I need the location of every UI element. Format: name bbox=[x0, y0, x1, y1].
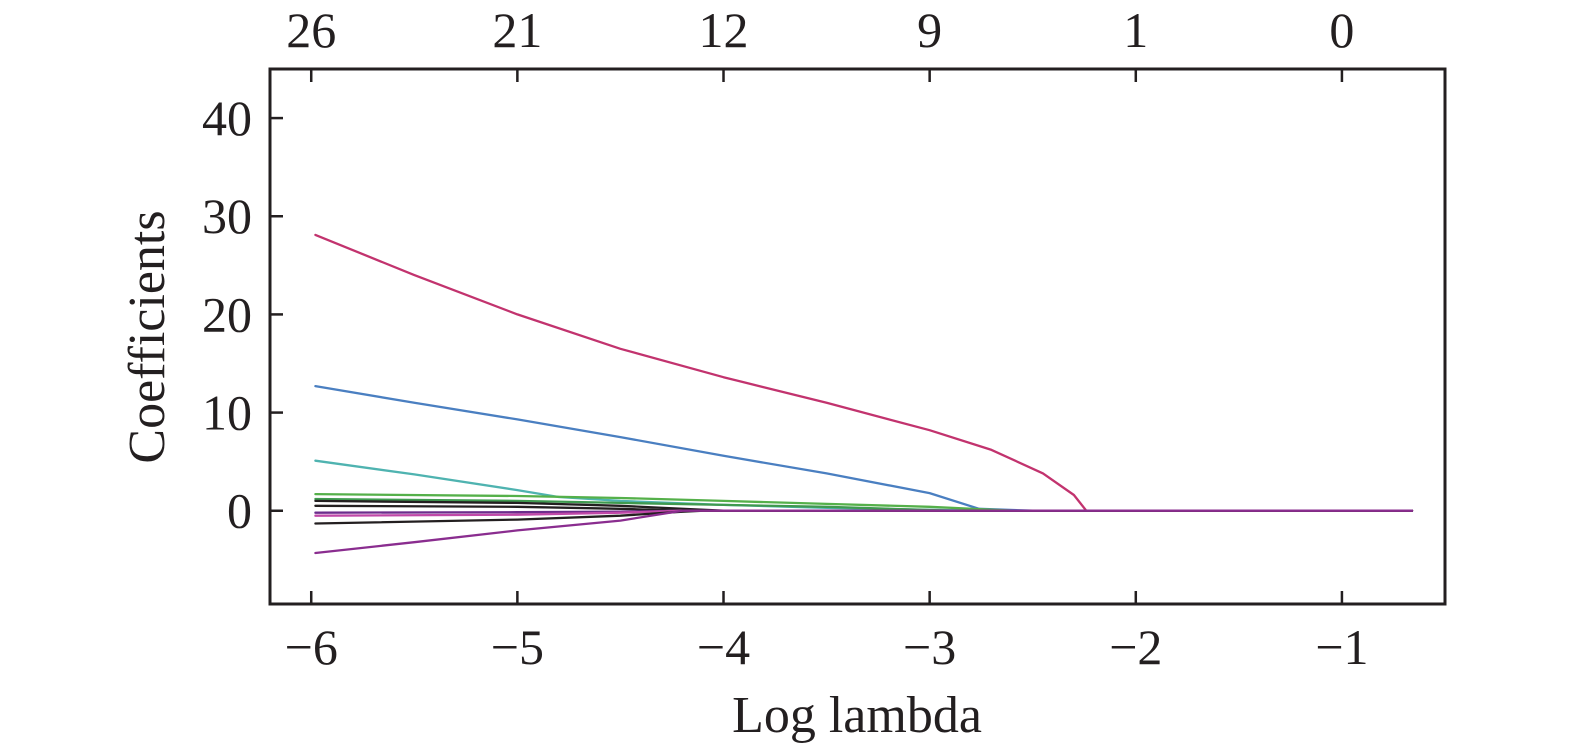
y-tick-label: 10 bbox=[202, 385, 252, 441]
top-tick-label: 12 bbox=[699, 2, 749, 58]
top-tick-label: 21 bbox=[492, 2, 542, 58]
plot-frame bbox=[268, 67, 1447, 606]
x-tick-label: −2 bbox=[1109, 619, 1162, 675]
y-tick-label: 20 bbox=[202, 286, 252, 342]
series-layer bbox=[314, 233, 1414, 555]
ticks-layer bbox=[270, 69, 1344, 604]
top-tick-label: 0 bbox=[1329, 2, 1354, 58]
x-tick-label: −6 bbox=[285, 619, 338, 675]
x-tick-label: −4 bbox=[697, 619, 750, 675]
y-tick-label: 0 bbox=[227, 483, 252, 539]
coefficient-path-2 bbox=[314, 384, 1414, 512]
top-tick-label: 9 bbox=[917, 2, 942, 58]
y-tick-label: 30 bbox=[202, 188, 252, 244]
y-axis-label: Coefficients bbox=[119, 210, 176, 463]
top-tick-label: 26 bbox=[286, 2, 336, 58]
x-tick-label: −1 bbox=[1315, 619, 1368, 675]
top-tick-label: 1 bbox=[1123, 2, 1148, 58]
coefficient-path-1 bbox=[314, 233, 1414, 512]
y-tick-label: 40 bbox=[202, 90, 252, 146]
x-tick-label: −3 bbox=[903, 619, 956, 675]
coefficient-path-11 bbox=[314, 509, 1414, 555]
x-tick-label: −5 bbox=[491, 619, 544, 675]
x-axis-label: Log lambda bbox=[732, 687, 982, 744]
